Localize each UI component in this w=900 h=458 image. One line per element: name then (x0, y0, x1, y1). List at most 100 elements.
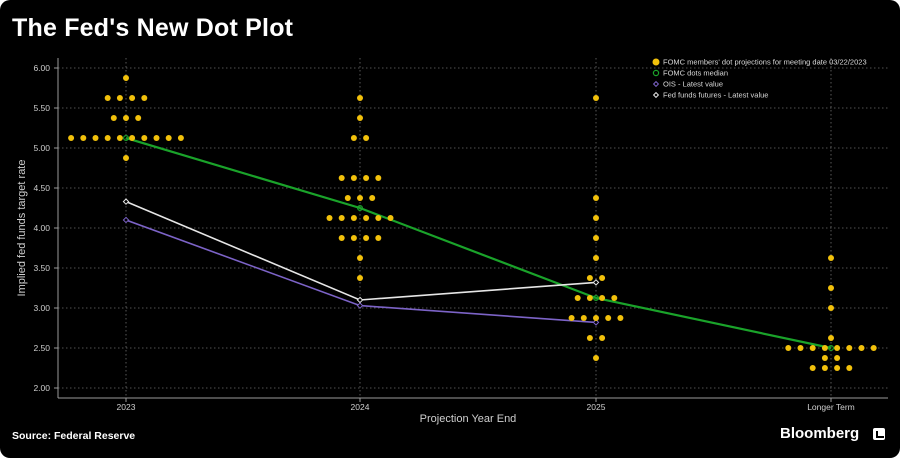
projection-dot (387, 215, 394, 221)
projection-dot (858, 345, 865, 351)
y-tick-label: 5.50 (33, 103, 50, 113)
projection-dot (326, 215, 333, 221)
projection-dot (593, 315, 599, 321)
grid (58, 58, 888, 398)
projection-dot (357, 95, 363, 101)
projection-dot (357, 195, 363, 201)
projection-dot (809, 345, 816, 351)
projection-dot (821, 365, 828, 371)
projection-dot (338, 175, 345, 181)
legend-ring-icon (652, 69, 660, 77)
projection-dot (586, 295, 593, 301)
projection-dot (104, 135, 111, 141)
projection-dot (375, 235, 382, 241)
projection-dot (821, 345, 828, 351)
projection-dot (357, 115, 363, 121)
ois-marker (122, 216, 130, 224)
median-marker (827, 345, 834, 352)
y-tick-label: 4.00 (33, 223, 50, 233)
projection-dot (593, 355, 599, 361)
x-tick-label: 2025 (587, 402, 606, 412)
projection-dot (617, 315, 624, 321)
projection-dot (110, 115, 117, 121)
projection-dot (593, 255, 599, 261)
x-tick-label: 2023 (117, 402, 136, 412)
projection-dot (846, 345, 853, 351)
projection-dot (153, 135, 160, 141)
projection-dot (350, 175, 357, 181)
projection-dot (375, 175, 382, 181)
projection-dot (357, 255, 363, 261)
projection-dot (828, 255, 834, 261)
futures-marker (122, 198, 130, 205)
projection-dot (593, 95, 599, 101)
y-tick-label: 3.50 (33, 263, 50, 273)
ois-marker (356, 302, 364, 309)
y-tick-label: 2.50 (33, 343, 50, 353)
projection-dot (129, 95, 136, 101)
projection-dot (104, 95, 111, 101)
legend: FOMC members' dot projections for meetin… (652, 58, 867, 100)
projection-dot (846, 365, 853, 371)
y-axis-title: Implied fed funds target rate (16, 160, 28, 297)
legend-diamond-icon (652, 91, 660, 99)
projection-dot (574, 295, 581, 301)
projection-dot (123, 75, 129, 81)
legend-label: OIS - Latest value (663, 80, 723, 89)
projection-dot (828, 335, 834, 341)
projection-dot (828, 305, 834, 311)
legend-label: FOMC dots median (663, 69, 728, 78)
projection-dot (369, 195, 376, 201)
projection-dot (363, 175, 370, 181)
projection-dot (599, 335, 606, 341)
projection-dot (68, 135, 75, 141)
median-marker (122, 135, 129, 142)
brand-logo: Bloomberg (780, 425, 860, 442)
projection-dot (350, 235, 357, 241)
projection-dot (116, 135, 123, 141)
median-marker (592, 295, 599, 302)
projection-dot (350, 215, 357, 221)
projection-dot (828, 285, 834, 291)
projection-dot (568, 315, 575, 321)
projection-dot (338, 215, 345, 221)
y-tick-label: 5.00 (33, 143, 50, 153)
projection-dot (135, 115, 142, 121)
projection-dot (605, 315, 612, 321)
projection-dot (834, 355, 841, 361)
projection-dot (586, 335, 593, 341)
projection-dot (797, 345, 804, 351)
futures-marker (356, 296, 364, 304)
projection-dot (92, 135, 99, 141)
projection-dot (870, 345, 877, 351)
y-tick-label: 4.50 (33, 183, 50, 193)
axes: 2.00 2.50 3.00 3.50 4.00 4.50 5.00 5.50 6.00 2023… (16, 58, 888, 425)
projection-dot (116, 95, 123, 101)
projection-dot (357, 275, 363, 281)
futures-line (125, 200, 597, 301)
projection-dot (123, 115, 129, 121)
y-tick-label: 6.00 (33, 63, 50, 73)
projection-dot (785, 345, 792, 351)
page-title: The Fed's New Dot Plot (12, 14, 294, 42)
projection-dot (363, 135, 370, 141)
projection-dot (123, 155, 129, 161)
projection-dot (80, 135, 87, 141)
projection-dot (141, 135, 148, 141)
x-axis-title: Projection Year End (420, 413, 517, 425)
projection-dot (834, 345, 841, 351)
median-line (125, 136, 832, 350)
projection-dot (586, 275, 593, 281)
projection-dot (821, 355, 828, 361)
x-tick-label: 2024 (351, 402, 370, 412)
projection-dot (593, 235, 599, 241)
y-tick-label: 2.00 (33, 383, 50, 393)
projection-dot (834, 365, 841, 371)
projection-dot (363, 235, 370, 241)
projection-dot (375, 215, 382, 221)
projection-dot (593, 195, 599, 201)
projection-dot (809, 365, 816, 371)
projection-dot (129, 135, 136, 141)
